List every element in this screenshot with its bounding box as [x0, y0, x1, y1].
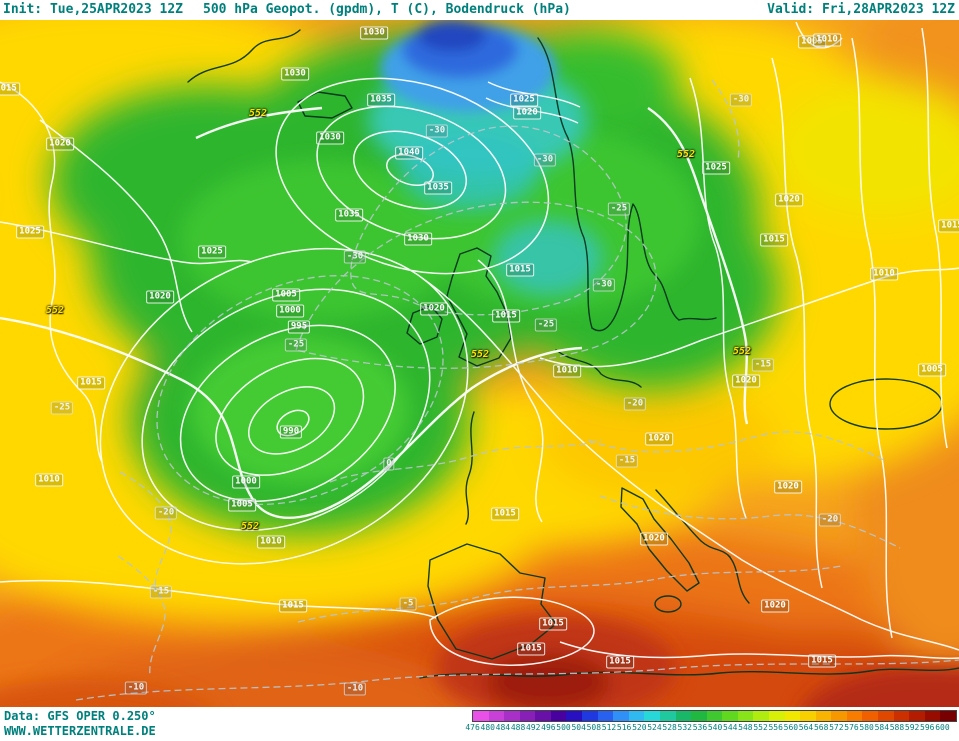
colorbar-segment	[846, 711, 863, 721]
colorbar-segment	[893, 711, 910, 721]
colorbar-segment	[519, 711, 536, 721]
colorbar-segment	[878, 711, 894, 721]
colorbar-segment	[940, 711, 956, 721]
colorbar-tick: 584	[874, 723, 890, 732]
colorbar-segment	[597, 711, 614, 721]
colorbar-tick: 500	[556, 723, 571, 732]
colorbar-segment	[862, 711, 879, 721]
colorbar-tick: 536	[692, 723, 708, 732]
colorbar-tick: 528	[662, 723, 677, 732]
colorbar	[472, 710, 957, 722]
data-source: Data: GFS OPER 0.250°	[4, 709, 156, 723]
colorbar-segment	[582, 711, 598, 721]
colorbar-segment	[768, 711, 785, 721]
colorbar-tick: 568	[813, 723, 829, 732]
isobars	[0, 21, 959, 666]
colorbar-tick: 524	[647, 723, 662, 732]
colorbar-segment	[504, 711, 520, 721]
geopotential-552-line	[0, 106, 749, 520]
colorbar-tick: 532	[677, 723, 692, 732]
colorbar-tick: 564	[798, 723, 814, 732]
colorbar-tick: 496	[541, 723, 556, 732]
colorbar-tick: 548	[738, 723, 753, 732]
colorbar-segment	[924, 711, 941, 721]
colorbar-tick: 492	[525, 723, 541, 732]
valid-time: Valid: Fri,28APR2023 12Z	[767, 2, 955, 17]
colorbar-segment	[659, 711, 676, 721]
colorbar-segment	[473, 711, 489, 721]
colorbar-segment	[831, 711, 847, 721]
colorbar-segment	[675, 711, 692, 721]
colorbar-tick: 556	[768, 723, 783, 732]
colorbar-tick: 596	[920, 723, 935, 732]
colorbar-legend: 476 480 484 488 492 496 500 504 508 512 516 520 524 5…	[465, 710, 957, 732]
colorbar-segment	[706, 711, 723, 721]
colorbar-tick: 588	[889, 723, 905, 732]
colorbar-tick: 560	[783, 723, 799, 732]
colorbar-tick: 512	[601, 723, 617, 732]
colorbar-tick: 504	[571, 723, 586, 732]
weather-map	[0, 20, 959, 707]
map-footer: Data: GFS OPER 0.250° WWW.WETTERZENTRALE…	[0, 707, 959, 741]
colorbar-tick: 544	[723, 723, 738, 732]
colorbar-segment	[909, 711, 925, 721]
map-header: Init: Tue,25APR2023 12Z 500 hPa Geopot. …	[0, 0, 959, 20]
colorbar-tick: 488	[510, 723, 526, 732]
init-time: Init: Tue,25APR2023 12Z	[3, 2, 184, 17]
website: WWW.WETTERZENTRALE.DE	[4, 724, 156, 738]
colorbar-tick: 540	[707, 723, 723, 732]
colorbar-segment	[488, 711, 505, 721]
colorbar-tick: 484	[495, 723, 511, 732]
map-canvas	[0, 20, 959, 707]
colorbar-segment	[800, 711, 816, 721]
colorbar-tick: 552	[753, 723, 768, 732]
colorbar-segment	[815, 711, 832, 721]
colorbar-tick: 572	[829, 723, 844, 732]
colorbar-segment	[628, 711, 645, 721]
colorbar-segment	[550, 711, 567, 721]
colorbar-segment	[722, 711, 738, 721]
colorbar-tick: 600	[935, 723, 950, 732]
colorbar-tick: 480	[480, 723, 495, 732]
colorbar-segment	[737, 711, 754, 721]
colorbar-tick: 520	[632, 723, 647, 732]
colorbar-segment	[535, 711, 551, 721]
credits: Data: GFS OPER 0.250° WWW.WETTERZENTRALE…	[4, 709, 156, 739]
shading-blue-cold-core	[380, 20, 556, 112]
colorbar-tick: 580	[859, 723, 874, 732]
colorbar-segment	[644, 711, 660, 721]
colorbar-segment	[753, 711, 769, 721]
colorbar-tick: 592	[904, 723, 920, 732]
colorbar-segment	[691, 711, 707, 721]
shading-hot-cores	[0, 616, 959, 707]
colorbar-tick: 576	[844, 723, 859, 732]
colorbar-segment	[613, 711, 629, 721]
colorbar-tick: 476	[465, 723, 480, 732]
isotherms	[75, 79, 959, 701]
colorbar-tick: 508	[586, 723, 602, 732]
colorbar-ticks: 476 480 484 488 492 496 500 504 508 512 516 520 524 5…	[465, 723, 957, 732]
colorbar-segment	[784, 711, 801, 721]
page-title: 500 hPa Geopot. (gpdm), T (C), Bodendruc…	[203, 2, 571, 17]
colorbar-segment	[566, 711, 583, 721]
colorbar-tick: 516	[616, 723, 632, 732]
